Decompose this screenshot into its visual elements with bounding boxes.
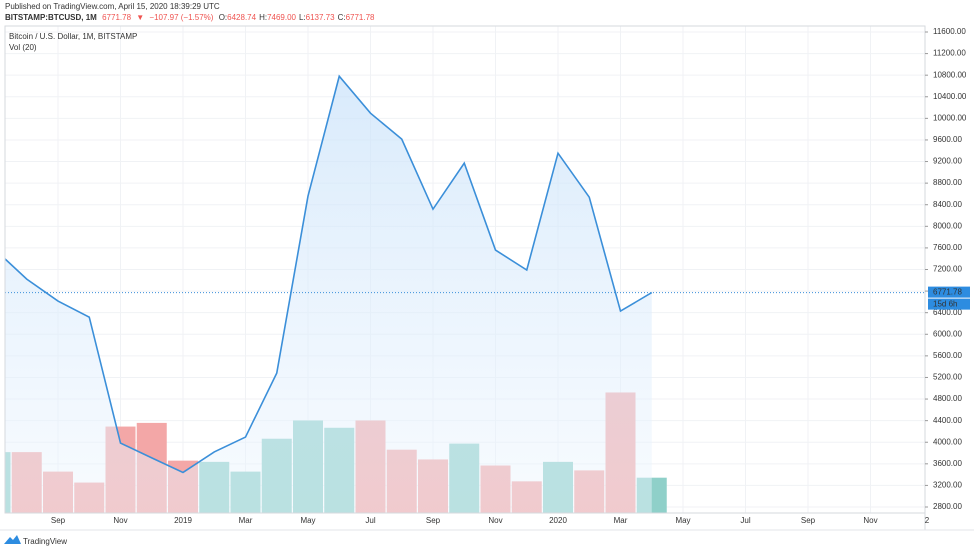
y-tick-label: 10800.00 [933, 70, 967, 79]
x-tick-label: 2020 [549, 516, 567, 525]
change: −107.97 (−1.57%) [149, 13, 213, 22]
ohlc-value: 6428.74 [227, 13, 256, 22]
axis-panel [925, 26, 974, 530]
x-tick-label: May [300, 516, 315, 525]
last-price-label: 6771.78 [933, 288, 962, 297]
y-tick-label: 4400.00 [933, 416, 962, 425]
chart-title: Bitcoin / U.S. Dollar, 1M, BITSTAMP [9, 32, 137, 41]
close: 6771.78 [102, 13, 131, 22]
symbol-line: BITSTAMP:BTCUSD, 1M 6771.78 ▼ −107.97 (−… [5, 13, 375, 22]
x-tick-label: Jul [365, 516, 375, 525]
y-tick-label: 2800.00 [933, 502, 962, 511]
ohlc-label: L: [299, 13, 306, 22]
x-tick-label: Jul [740, 516, 750, 525]
y-tick-label: 9600.00 [933, 135, 962, 144]
logo [4, 535, 21, 544]
ohlc-value: 6771.78 [346, 13, 375, 22]
y-tick-label: 10400.00 [933, 92, 967, 101]
last-price-box [928, 286, 970, 298]
y-tick-label: 11600.00 [933, 27, 966, 36]
arrow: ▼ [136, 13, 144, 22]
y-tick-label: 7600.00 [933, 243, 962, 252]
x-tick-label: Nov [863, 516, 877, 525]
ohlc-label: H: [259, 13, 267, 22]
x-tick-label: Nov [488, 516, 502, 525]
brand: TradingView [23, 537, 67, 546]
x-tick-label: Nov [113, 516, 127, 525]
y-tick-label: 5200.00 [933, 373, 962, 382]
y-tick-label: 9200.00 [933, 157, 962, 166]
price-area [5, 76, 652, 513]
symbol: BITSTAMP:BTCUSD, 1M [5, 13, 97, 22]
y-tick-label: 8000.00 [933, 221, 962, 230]
y-tick-label: 4000.00 [933, 437, 962, 446]
y-tick-label: 10000.00 [933, 113, 967, 122]
y-tick-label: 8400.00 [933, 200, 962, 209]
y-tick-label: 3200.00 [933, 481, 962, 490]
y-tick-label: 6000.00 [933, 329, 962, 338]
y-tick-label: 6400.00 [933, 308, 962, 317]
plot-area [5, 26, 925, 513]
ohlc-label: C: [338, 13, 346, 22]
price-axis: 2800.00 3200.00 3600.00 4000.00 4400.00 4800.… [924, 26, 974, 530]
x-tick-label: Sep [426, 516, 441, 525]
y-tick-label: 4800.00 [933, 394, 962, 403]
y-tick-label: 8800.00 [933, 178, 962, 187]
ohlc-value: 7469.00 [267, 13, 296, 22]
x-tick-label: Sep [801, 516, 816, 525]
ohlc-value: 6137.73 [306, 13, 335, 22]
countdown-box [928, 298, 970, 310]
y-tick-label: 7200.00 [933, 265, 962, 274]
x-tick-label: Mar [614, 516, 628, 525]
countdown: 15d 6h [933, 300, 957, 309]
y-tick-label: 11200.00 [933, 49, 966, 58]
x-tick-label: 2 [925, 516, 930, 525]
x-tick-label: 2019 [174, 516, 192, 525]
x-tick-label: May [675, 516, 690, 525]
y-tick-label: 5600.00 [933, 351, 962, 360]
x-tick-label: Mar [239, 516, 253, 525]
ohlc-label: O: [219, 13, 227, 22]
price-line [5, 74, 653, 474]
x-tick-label: Sep [51, 516, 66, 525]
published-line: Published on TradingView.com, April 15, … [5, 2, 220, 11]
y-tick-label: 3600.00 [933, 459, 962, 468]
volume-legend: Vol (20) [9, 43, 37, 52]
